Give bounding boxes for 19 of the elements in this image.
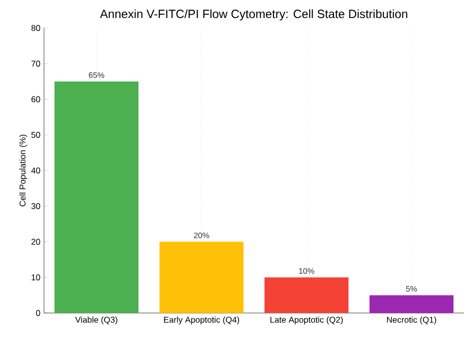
x-tick-label: Necrotic (Q1) [387,316,436,324]
y-tick-label: 10 [32,274,40,280]
bar [370,295,454,313]
y-tick-label: 80 [31,25,40,31]
y-tick-label: 30 [31,203,40,210]
x-tick-label: Early Apoptotic (Q4) [164,316,240,324]
y-tick-label: 40 [31,168,40,174]
y-tick-label: 50 [31,132,40,138]
x-tick-label: Viable (Q3) [75,316,118,324]
bar [264,277,348,313]
x-tick-label: Late Apoptotic (Q2) [270,316,343,324]
bar [160,242,244,313]
y-tick-label: 0 [36,310,40,316]
y-tick-label: 70 [31,60,40,67]
chart-title: Annexin V-FITC/PI Flow Cytometry: Cell State Distribution [100,9,408,21]
y-axis-title: Cell Population (%) [19,134,28,206]
y-tick-label: 60 [31,96,40,102]
y-tick-label: 20 [31,238,40,245]
bar [54,81,138,313]
